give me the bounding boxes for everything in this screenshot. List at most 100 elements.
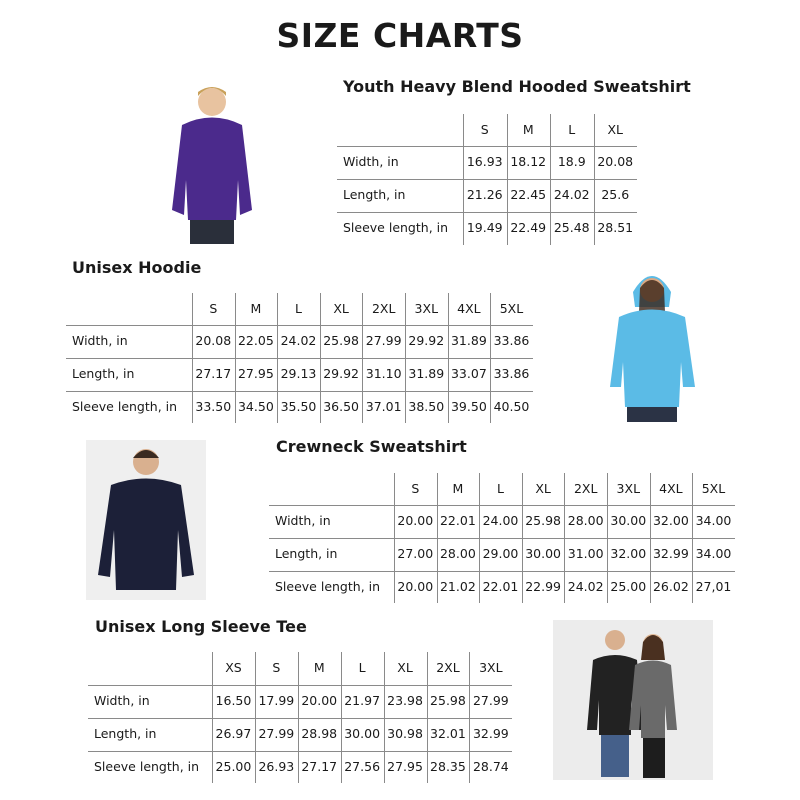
- measurement-value: 28.98: [301, 726, 338, 741]
- size-table-crewneck: S M L XL 2XL 3XL 4XL 5XL Width, in 20.00 22.01 24.0…: [269, 473, 735, 603]
- column-divider: [490, 293, 492, 423]
- crewneck-photo: [86, 440, 206, 600]
- row-divider: [337, 146, 637, 147]
- measurement-value: 16.50: [215, 693, 252, 708]
- measurement-value: 27.99: [258, 726, 295, 741]
- measurement-value: 21.02: [439, 579, 476, 594]
- measurement-value: 16.93: [466, 154, 503, 169]
- column-divider: [234, 293, 236, 423]
- size-table-youth-hoodie: S M L XL Width, in 16.93 18.12 18.9 20.08 Length,…: [337, 114, 637, 245]
- size-header: 4XL: [457, 301, 481, 316]
- measurement-value: 25.98: [323, 333, 359, 348]
- measurement-value: 22.01: [482, 579, 519, 594]
- measurement-value: 27.00: [397, 546, 434, 561]
- column-divider: [426, 652, 428, 783]
- measurement-value: 21.26: [466, 187, 503, 202]
- unisex-hoodie-photo: [605, 262, 700, 422]
- measurement-value: 28.35: [430, 759, 466, 774]
- size-header: 2XL: [371, 301, 396, 316]
- size-table-long-sleeve-tee: XS S M L XL 2XL 3XL Width, in 16.50 17.99 20.00 21.…: [88, 652, 513, 783]
- measurement-value: 30.00: [344, 726, 381, 741]
- column-divider: [649, 473, 651, 603]
- page-title: SIZE CHARTS: [276, 16, 524, 55]
- size-header: XL: [333, 301, 349, 316]
- column-divider: [277, 293, 279, 423]
- column-divider: [607, 473, 608, 603]
- column-divider: [506, 114, 508, 245]
- size-header: L: [295, 301, 302, 316]
- measurement-value: 25.00: [610, 579, 647, 594]
- column-divider: [564, 473, 566, 603]
- row-label: Length, in: [275, 546, 338, 561]
- measurement-value: 22.99: [525, 579, 561, 594]
- size-header: 4XL: [659, 481, 683, 496]
- chart-title-youth-hoodie: Youth Heavy Blend Hooded Sweatshirt: [343, 77, 691, 96]
- measurement-value: 27.99: [472, 693, 509, 708]
- size-header: 3XL: [616, 481, 641, 496]
- size-header: 3XL: [414, 301, 439, 316]
- measurement-value: 21.97: [344, 693, 381, 708]
- measurement-value: 24.02: [553, 187, 590, 202]
- column-divider: [405, 293, 406, 423]
- size-header: M: [452, 481, 464, 496]
- measurement-value: 26.93: [258, 759, 295, 774]
- measurement-value: 31.89: [450, 333, 487, 348]
- row-label: Width, in: [343, 154, 399, 169]
- measurement-value: 35.50: [280, 399, 317, 414]
- measurement-value: 29.92: [323, 366, 359, 381]
- measurement-value: 37.01: [365, 399, 402, 414]
- row-divider: [66, 325, 533, 326]
- column-divider: [254, 652, 256, 783]
- column-divider: [436, 473, 438, 603]
- column-divider: [692, 473, 694, 603]
- chart-title-crewneck: Crewneck Sweatshirt: [276, 437, 467, 456]
- column-divider: [362, 293, 364, 423]
- measurement-value: 33.50: [195, 399, 232, 414]
- size-header: M: [250, 301, 262, 316]
- measurement-value: 27.95: [387, 759, 423, 774]
- row-label: Sleeve length, in: [94, 759, 200, 774]
- measurement-value: 33.86: [493, 333, 530, 348]
- youth-hoodie-photo: [160, 80, 260, 245]
- measurement-value: 25.6: [601, 187, 630, 202]
- size-header: L: [497, 481, 504, 496]
- measurement-value: 34.50: [237, 399, 274, 414]
- row-label: Sleeve length, in: [72, 399, 178, 414]
- row-label: Length, in: [343, 187, 406, 202]
- measurement-value: 24.00: [482, 513, 519, 528]
- measurement-value: 22.49: [510, 220, 547, 235]
- measurement-value: 28.51: [597, 220, 634, 235]
- measurement-value: 28.00: [439, 546, 476, 561]
- row-label: Length, in: [94, 726, 157, 741]
- row-divider: [337, 179, 637, 180]
- measurement-value: 30.00: [610, 513, 647, 528]
- column-divider: [479, 473, 481, 603]
- measurement-value: 26.97: [215, 726, 252, 741]
- measurement-value: 18.12: [510, 154, 547, 169]
- measurement-value: 33.07: [450, 366, 487, 381]
- row-divider: [66, 358, 533, 359]
- measurement-value: 32.99: [472, 726, 509, 741]
- measurement-value: 25.48: [553, 220, 590, 235]
- measurement-value: 19.49: [466, 220, 503, 235]
- measurement-value: 32.99: [652, 546, 689, 561]
- size-table-unisex-hoodie: S M L XL 2XL 3XL 4XL 5XL Width, in 20.08 22.05 24.0…: [66, 293, 533, 423]
- size-header: M: [522, 122, 534, 137]
- column-divider: [550, 114, 551, 245]
- row-label: Sleeve length, in: [343, 220, 449, 235]
- measurement-value: 36.50: [323, 399, 359, 414]
- column-divider: [212, 652, 213, 783]
- chart-title-long-sleeve-tee: Unisex Long Sleeve Tee: [95, 617, 307, 636]
- measurement-value: 24.02: [567, 579, 604, 594]
- size-header: S: [209, 301, 218, 316]
- measurement-value: 24.02: [280, 333, 317, 348]
- measurement-value: 27.95: [237, 366, 274, 381]
- size-header: XS: [225, 660, 242, 675]
- measurement-value: 29.92: [408, 333, 445, 348]
- measurement-value: 30.98: [387, 726, 423, 741]
- measurement-value: 28.00: [567, 513, 604, 528]
- measurement-value: 23.98: [387, 693, 423, 708]
- measurement-value: 34.00: [695, 546, 732, 561]
- size-header: 5XL: [499, 301, 524, 316]
- measurement-value: 22.45: [510, 187, 547, 202]
